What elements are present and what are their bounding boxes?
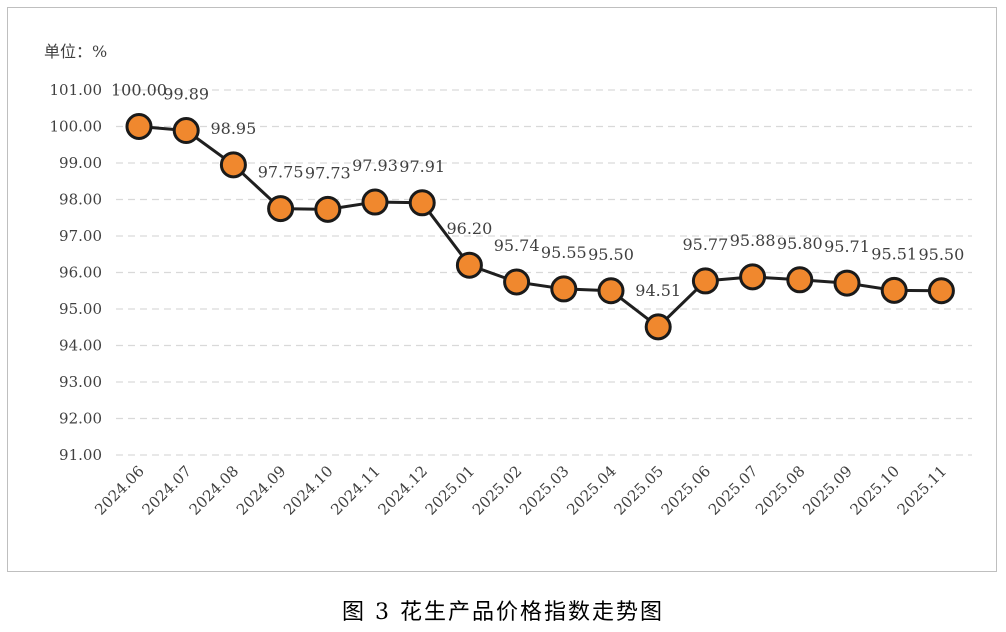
x-tick-label: 2024.12 xyxy=(374,462,431,519)
data-label: 98.95 xyxy=(210,119,256,138)
data-point xyxy=(880,276,908,304)
data-label: 97.91 xyxy=(399,157,445,176)
data-point xyxy=(550,275,578,303)
y-tick-label: 93.00 xyxy=(59,373,102,391)
data-label: 94.51 xyxy=(635,281,681,300)
data-point xyxy=(408,189,436,217)
x-tick-label: 2025.08 xyxy=(752,462,809,519)
data-point xyxy=(597,277,625,305)
data-label: 95.77 xyxy=(682,235,728,254)
data-label: 95.50 xyxy=(918,245,964,264)
x-tick-label: 2025.11 xyxy=(894,462,951,519)
data-label: 97.75 xyxy=(258,163,304,182)
data-label: 95.88 xyxy=(730,231,776,250)
data-point xyxy=(786,266,814,294)
data-point xyxy=(691,267,719,295)
data-point xyxy=(455,251,483,279)
y-tick-label: 91.00 xyxy=(59,446,102,464)
y-tick-label: 97.00 xyxy=(59,227,102,245)
data-label: 95.80 xyxy=(777,234,823,253)
y-tick-label: 98.00 xyxy=(59,191,102,209)
figure-caption: 图 3 花生产品价格指数走势图 xyxy=(342,600,664,625)
y-tick-label: 101.00 xyxy=(50,81,103,99)
chart-frame xyxy=(7,7,997,572)
x-tick-label: 2024.09 xyxy=(233,462,290,519)
data-label: 95.71 xyxy=(824,237,870,256)
x-tick-label: 2025.03 xyxy=(516,462,573,519)
y-axis-ticks: 91.00 92.00 93.00 94.00 95.00 96.00 97.00 98.00… xyxy=(50,81,103,464)
data-point xyxy=(833,269,861,297)
data-label: 95.55 xyxy=(541,243,587,262)
x-tick-label: 2025.10 xyxy=(846,462,903,519)
y-tick-label: 95.00 xyxy=(59,300,102,318)
data-label: 99.89 xyxy=(163,85,209,104)
y-tick-label: 99.00 xyxy=(59,154,102,172)
x-tick-label: 2025.02 xyxy=(469,462,526,519)
data-label: 96.20 xyxy=(446,219,492,238)
data-label: 95.50 xyxy=(588,245,634,264)
data-point xyxy=(503,268,531,296)
x-tick-label: 2024.11 xyxy=(327,462,384,519)
data-label: 97.93 xyxy=(352,156,398,175)
y-tick-label: 96.00 xyxy=(59,264,102,282)
x-tick-label: 2025.04 xyxy=(563,462,620,519)
data-point xyxy=(927,277,955,305)
x-tick-label: 2025.05 xyxy=(610,462,667,519)
data-point xyxy=(172,117,200,145)
y-tick-label: 94.00 xyxy=(59,337,102,355)
unit-label: 单位：% xyxy=(44,42,108,61)
x-tick-label: 2024.07 xyxy=(138,462,195,519)
data-label: 100.00 xyxy=(111,81,167,100)
x-tick-label: 2025.01 xyxy=(422,462,479,519)
data-label: 95.51 xyxy=(871,244,917,263)
data-point xyxy=(314,195,342,223)
y-tick-label: 92.00 xyxy=(59,410,102,428)
x-tick-label: 2024.08 xyxy=(186,462,243,519)
data-label: 97.73 xyxy=(305,163,351,182)
data-point xyxy=(644,313,672,341)
y-tick-label: 100.00 xyxy=(50,118,103,136)
data-point xyxy=(267,195,295,223)
data-point xyxy=(739,263,767,291)
data-point xyxy=(219,151,247,179)
data-point xyxy=(125,113,153,140)
x-tick-label: 2024.10 xyxy=(280,462,337,519)
gridlines xyxy=(116,89,972,456)
data-point xyxy=(361,188,389,216)
x-axis-ticks: 2024.062024.072024.082024.092024.102024.… xyxy=(91,462,950,519)
series-line xyxy=(138,125,942,329)
x-tick-label: 2025.09 xyxy=(799,462,856,519)
x-tick-label: 2025.07 xyxy=(705,462,762,519)
line-chart: 91.00 92.00 93.00 94.00 95.00 96.00 97.00 98.00… xyxy=(50,81,972,519)
x-tick-label: 2024.06 xyxy=(91,462,148,519)
x-tick-label: 2025.06 xyxy=(658,462,715,519)
data-markers xyxy=(125,113,955,341)
data-label: 95.74 xyxy=(494,236,540,255)
